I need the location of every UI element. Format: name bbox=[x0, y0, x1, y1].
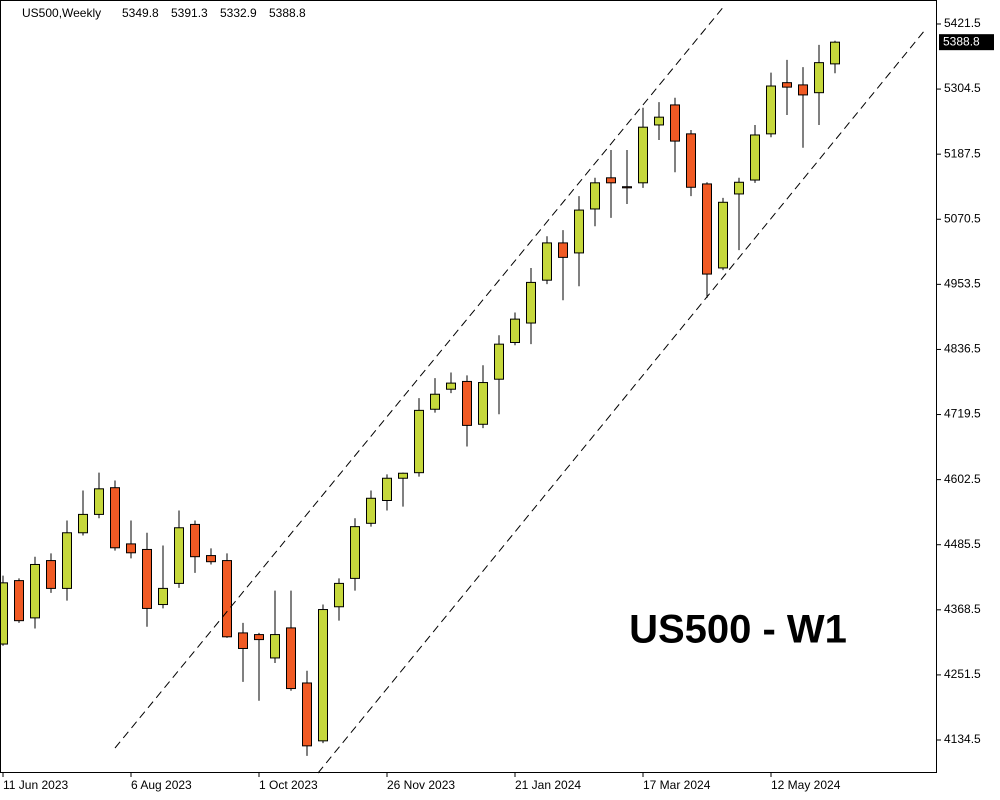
ohlc-high: 5391.3 bbox=[171, 6, 208, 20]
y-tick-label: 5187.5 bbox=[944, 146, 981, 160]
candle-body bbox=[830, 41, 840, 65]
candle-body bbox=[110, 487, 120, 549]
x-tick-label: 6 Aug 2023 bbox=[131, 778, 192, 792]
candle-body bbox=[318, 609, 328, 742]
plot-area bbox=[0, 40, 840, 756]
candle-body bbox=[606, 177, 616, 184]
candle-body bbox=[494, 343, 504, 380]
y-tick-label: 4953.5 bbox=[944, 277, 981, 291]
y-tick-label: 5070.5 bbox=[944, 211, 981, 225]
y-tick-label: 4602.5 bbox=[944, 472, 981, 486]
ohlc-open: 5349.8 bbox=[122, 6, 159, 20]
candle-body bbox=[14, 580, 24, 622]
candle-body bbox=[766, 85, 776, 135]
x-tick-label: 17 Mar 2024 bbox=[643, 778, 711, 792]
candle-body bbox=[270, 634, 280, 659]
candle-body bbox=[206, 555, 216, 563]
annotation: US500 - W1 bbox=[629, 608, 847, 652]
candle-body bbox=[798, 84, 808, 96]
y-tick-label: 5304.5 bbox=[944, 81, 981, 95]
y-tick-label: 4485.5 bbox=[944, 537, 981, 551]
candle-body bbox=[302, 682, 312, 747]
candle-body bbox=[462, 380, 472, 426]
candle-body bbox=[510, 318, 520, 343]
x-tick-label: 26 Nov 2023 bbox=[387, 778, 455, 792]
candle-body bbox=[446, 382, 456, 390]
candle-body bbox=[334, 582, 344, 608]
candle-body bbox=[286, 627, 296, 690]
candle-body bbox=[238, 632, 248, 649]
candle-body bbox=[654, 116, 664, 126]
price-tag bbox=[939, 34, 994, 51]
y-tick-label: 4251.5 bbox=[944, 667, 981, 681]
channel-upper bbox=[114, 4, 726, 749]
candle-body bbox=[222, 560, 232, 638]
candle-body bbox=[366, 497, 376, 524]
y-tick-label: 5421.5 bbox=[944, 16, 981, 30]
candle-body bbox=[750, 134, 760, 181]
plot-frame bbox=[0, 0, 937, 773]
candle-body bbox=[542, 242, 552, 281]
candle-body bbox=[718, 201, 728, 269]
candle-body bbox=[382, 477, 392, 501]
candle-body bbox=[46, 560, 56, 589]
x-tick-label: 12 May 2024 bbox=[771, 778, 841, 792]
x-tick-label: 1 Oct 2023 bbox=[259, 778, 318, 792]
y-tick-label: 4836.5 bbox=[944, 342, 981, 356]
candle-body bbox=[430, 393, 440, 410]
candle-body bbox=[126, 543, 136, 554]
candle-body bbox=[94, 488, 104, 515]
candle-body bbox=[638, 126, 648, 184]
candle-body bbox=[158, 587, 168, 606]
chart-title: US500,Weekly bbox=[22, 6, 101, 20]
candle-body bbox=[686, 133, 696, 188]
candle-body bbox=[558, 242, 568, 258]
candle-body bbox=[142, 548, 152, 609]
x-tick-label: 11 Jun 2023 bbox=[3, 778, 68, 792]
candle-body bbox=[30, 563, 40, 619]
candle-body bbox=[702, 183, 712, 275]
candle-body bbox=[670, 104, 680, 142]
y-tick-label: 4134.5 bbox=[944, 732, 981, 746]
candle-body bbox=[398, 472, 408, 479]
candle-body bbox=[78, 513, 88, 534]
candle-body bbox=[782, 82, 792, 88]
candle-body bbox=[62, 532, 72, 589]
candle-body bbox=[526, 281, 536, 324]
y-tick-label: 4368.5 bbox=[944, 602, 981, 616]
candle-body bbox=[622, 186, 632, 189]
ohlc-low: 5332.9 bbox=[220, 6, 257, 20]
channel-lower bbox=[317, 29, 926, 774]
candle-body bbox=[254, 634, 264, 641]
candle-body bbox=[478, 382, 488, 425]
ohlc-close: 5388.8 bbox=[269, 6, 306, 20]
candle-body bbox=[814, 62, 824, 94]
candle-body bbox=[414, 409, 424, 474]
y-tick-label: 4719.5 bbox=[944, 407, 981, 421]
candle-body bbox=[350, 526, 360, 579]
x-tick-label: 21 Jan 2024 bbox=[515, 778, 581, 792]
price-tag-label: 5388.8 bbox=[943, 34, 980, 48]
candle-body bbox=[734, 181, 744, 195]
candle-body bbox=[190, 523, 200, 558]
candle-body bbox=[174, 527, 184, 584]
candle-body bbox=[0, 582, 8, 645]
candle-body bbox=[574, 209, 584, 254]
candle-body bbox=[590, 182, 600, 210]
